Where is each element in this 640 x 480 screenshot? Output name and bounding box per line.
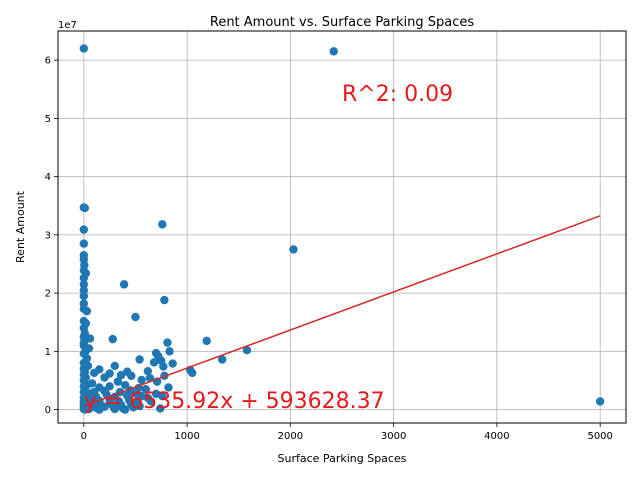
x-tick-label: 4000 xyxy=(484,431,509,442)
data-point xyxy=(95,405,104,414)
data-point xyxy=(80,203,90,213)
data-point xyxy=(79,280,89,289)
data-point xyxy=(108,334,117,344)
annotations: R^2: 0.09 y = 6535.92x + 593628.37 xyxy=(84,82,453,414)
y-axis-ticks: 0 1 2 3 4 5 6 xyxy=(45,56,58,416)
data-point xyxy=(289,245,298,254)
data-point xyxy=(127,371,136,381)
y-tick-label: 1 xyxy=(45,347,51,358)
data-point xyxy=(218,355,227,364)
data-point xyxy=(120,405,130,414)
fit-line xyxy=(83,215,601,407)
y-tick-label: 6 xyxy=(45,56,51,67)
data-point xyxy=(165,347,174,356)
data-point xyxy=(158,392,167,401)
data-point xyxy=(129,403,138,412)
x-tick-label: 5000 xyxy=(587,431,612,442)
x-tick-label: 0 xyxy=(81,431,87,442)
data-point xyxy=(595,397,605,406)
data-point xyxy=(143,366,153,376)
data-point xyxy=(84,404,94,414)
chart-title: Rent Amount vs. Surface Parking Spaces xyxy=(210,15,474,30)
data-point xyxy=(87,379,97,388)
data-point xyxy=(80,367,90,376)
data-point xyxy=(79,285,89,295)
x-axis-label: Surface Parking Spaces xyxy=(278,452,407,465)
data-point xyxy=(116,371,126,380)
data-point xyxy=(120,380,130,390)
data-point xyxy=(163,338,172,347)
y-tick-label: 4 xyxy=(45,172,51,183)
data-point xyxy=(113,377,123,386)
data-point xyxy=(188,368,197,378)
data-point xyxy=(79,273,89,283)
data-point xyxy=(146,397,156,406)
data-point xyxy=(79,225,89,234)
data-point xyxy=(168,359,177,368)
data-point xyxy=(158,220,167,229)
data-point xyxy=(79,239,89,248)
data-point xyxy=(79,332,89,341)
data-point xyxy=(164,383,173,392)
data-point xyxy=(156,404,165,413)
data-point xyxy=(159,362,168,371)
data-point xyxy=(149,358,159,367)
data-point xyxy=(329,47,338,56)
y-tick-label: 3 xyxy=(45,230,51,241)
data-point xyxy=(119,280,129,289)
r-squared-annotation: R^2: 0.09 xyxy=(342,82,453,107)
data-point xyxy=(100,373,109,382)
data-point xyxy=(79,44,89,53)
data-point xyxy=(160,295,169,305)
y-axis-label: Rent Amount xyxy=(14,190,27,263)
y-tick-label: 5 xyxy=(45,114,51,125)
data-point xyxy=(79,291,89,301)
data-point xyxy=(110,361,120,371)
y-axis-offset-label: 1e7 xyxy=(58,20,77,31)
fit-line-group xyxy=(83,215,601,407)
data-point xyxy=(202,336,211,346)
y-tick-label: 0 xyxy=(45,405,51,416)
data-point xyxy=(79,338,89,347)
x-tick-label: 3000 xyxy=(381,431,406,442)
data-point xyxy=(110,404,120,414)
x-tick-label: 1000 xyxy=(174,431,199,442)
y-tick-label: 2 xyxy=(45,289,51,300)
data-point xyxy=(137,375,146,385)
data-point xyxy=(242,345,252,355)
scatter-points xyxy=(79,44,605,414)
data-point xyxy=(135,401,144,411)
x-tick-label: 2000 xyxy=(278,431,303,442)
data-point xyxy=(89,368,99,378)
x-axis-ticks: 0 1000 2000 3000 4000 5000 xyxy=(81,423,613,442)
data-point xyxy=(82,306,92,316)
plot-frame xyxy=(57,30,627,424)
fit-equation-annotation: y = 6535.92x + 593628.37 xyxy=(84,389,385,414)
data-point xyxy=(81,347,90,356)
data-point xyxy=(135,355,144,364)
data-point xyxy=(131,312,140,322)
data-point xyxy=(141,385,150,394)
